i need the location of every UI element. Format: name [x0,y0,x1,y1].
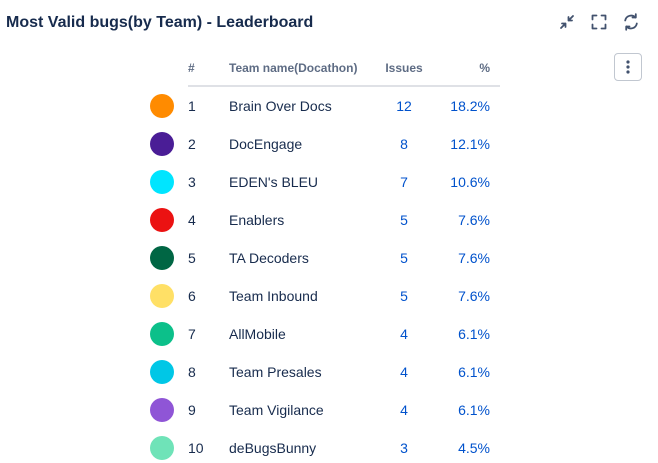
rank-cell: 5 [188,250,196,266]
rank-cell: 7 [188,326,196,342]
issues-count-link[interactable]: 5 [400,212,408,228]
issues-count-link[interactable]: 4 [400,364,408,380]
color-cell [140,163,188,201]
issues-count-link[interactable]: 3 [400,440,408,456]
issues-column-header: Issues [374,50,434,87]
table-header-row: # Team name(Docathon) Issues % [140,50,500,87]
team-color-dot [150,436,174,460]
color-cell [140,429,188,463]
team-name-cell: Team Inbound [229,288,318,304]
percent-link[interactable]: 7.6% [458,288,490,304]
percent-link[interactable]: 6.1% [458,364,490,380]
table-row: 6 Team Inbound 5 7.6% [140,277,500,315]
leaderboard-table: # Team name(Docathon) Issues % 1 Brain Ov… [140,50,500,463]
rank-column-header: # [188,50,229,87]
color-cell [140,125,188,163]
percent-link[interactable]: 18.2% [450,98,490,114]
table-row: 10 deBugsBunny 3 4.5% [140,429,500,463]
team-color-dot [150,398,174,422]
table-row: 8 Team Presales 4 6.1% [140,353,500,391]
rank-cell: 4 [188,212,196,228]
team-color-dot [150,208,174,232]
color-cell [140,315,188,353]
rank-cell: 3 [188,174,196,190]
rank-cell: 6 [188,288,196,304]
percent-column-header: % [434,50,500,87]
more-icon [626,60,630,74]
team-name-cell: Team Vigilance [229,402,324,418]
team-name-cell: EDEN's BLEU [229,174,319,190]
refresh-icon[interactable] [622,12,640,32]
team-color-dot [150,284,174,308]
color-cell [140,353,188,391]
issues-count-link[interactable]: 12 [396,98,412,114]
color-column-header [140,50,188,86]
header-actions [558,12,640,32]
rank-cell: 9 [188,402,196,418]
percent-link[interactable]: 4.5% [458,440,490,456]
issues-count-link[interactable]: 5 [400,250,408,266]
more-options-button[interactable] [614,53,642,81]
team-color-dot [150,246,174,270]
percent-link[interactable]: 7.6% [458,250,490,266]
table-row: 2 DocEngage 8 12.1% [140,125,500,163]
team-color-dot [150,94,174,118]
table-row: 5 TA Decoders 5 7.6% [140,239,500,277]
team-name-cell: Enablers [229,212,285,228]
rank-cell: 1 [188,98,196,114]
issues-count-link[interactable]: 8 [400,136,408,152]
percent-link[interactable]: 10.6% [450,174,490,190]
table-row: 9 Team Vigilance 4 6.1% [140,391,500,429]
color-cell [140,391,188,429]
minimize-icon[interactable] [558,12,576,32]
percent-link[interactable]: 12.1% [450,136,490,152]
team-column-header: Team name(Docathon) [229,50,374,87]
rank-cell: 10 [188,440,204,456]
color-cell [140,239,188,277]
rank-cell: 8 [188,364,196,380]
team-name-cell: DocEngage [229,136,303,152]
table-row: 3 EDEN's BLEU 7 10.6% [140,163,500,201]
issues-count-link[interactable]: 4 [400,326,408,342]
team-color-dot [150,322,174,346]
team-color-dot [150,360,174,384]
team-name-cell: Brain Over Docs [229,98,332,114]
issues-count-link[interactable]: 5 [400,288,408,304]
team-name-cell: deBugsBunny [229,440,317,456]
rank-cell: 2 [188,136,196,152]
team-color-dot [150,132,174,156]
percent-link[interactable]: 6.1% [458,402,490,418]
issues-count-link[interactable]: 4 [400,402,408,418]
team-name-cell: TA Decoders [229,250,309,266]
team-name-cell: AllMobile [229,326,286,342]
team-color-dot [150,170,174,194]
table-row: 1 Brain Over Docs 12 18.2% [140,86,500,125]
color-cell [140,86,188,125]
team-name-cell: Team Presales [229,364,322,380]
gadget-title: Most Valid bugs(by Team) - Leaderboard [6,14,314,31]
issues-count-link[interactable]: 7 [400,174,408,190]
percent-link[interactable]: 7.6% [458,212,490,228]
percent-link[interactable]: 6.1% [458,326,490,342]
color-cell [140,277,188,315]
fullscreen-icon[interactable] [590,12,608,32]
color-cell [140,201,188,239]
table-row: 4 Enablers 5 7.6% [140,201,500,239]
table-row: 7 AllMobile 4 6.1% [140,315,500,353]
